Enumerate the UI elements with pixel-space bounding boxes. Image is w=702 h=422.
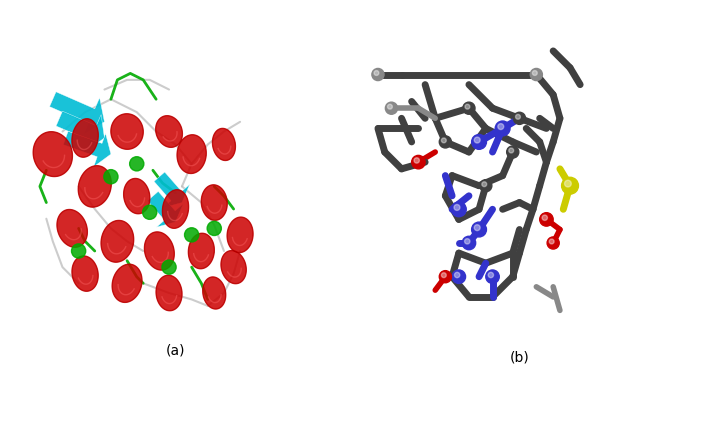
Circle shape (439, 136, 451, 148)
Circle shape (452, 270, 465, 284)
Circle shape (562, 177, 578, 194)
Circle shape (475, 225, 480, 231)
Circle shape (488, 272, 494, 278)
Polygon shape (188, 233, 214, 269)
Circle shape (549, 239, 554, 244)
Polygon shape (162, 190, 189, 228)
Circle shape (475, 137, 480, 143)
Circle shape (532, 70, 537, 76)
Circle shape (414, 158, 419, 163)
Polygon shape (111, 114, 143, 149)
Circle shape (530, 68, 543, 81)
Circle shape (509, 148, 514, 153)
Polygon shape (101, 220, 133, 262)
Circle shape (498, 124, 504, 130)
Circle shape (463, 102, 475, 114)
Circle shape (479, 180, 492, 192)
Circle shape (442, 273, 446, 278)
Circle shape (486, 270, 499, 284)
Circle shape (385, 102, 397, 114)
Polygon shape (156, 275, 182, 311)
Polygon shape (72, 256, 98, 291)
Circle shape (507, 146, 519, 158)
Circle shape (372, 68, 384, 81)
Circle shape (454, 272, 460, 278)
Circle shape (465, 104, 470, 109)
Circle shape (495, 121, 510, 136)
Circle shape (388, 104, 392, 109)
Polygon shape (201, 185, 227, 220)
Circle shape (542, 215, 548, 220)
Circle shape (564, 180, 571, 187)
Circle shape (454, 205, 460, 211)
Polygon shape (221, 251, 246, 284)
Text: (a): (a) (166, 344, 185, 357)
Circle shape (411, 155, 425, 169)
Circle shape (162, 260, 176, 274)
Polygon shape (154, 172, 190, 208)
Polygon shape (63, 131, 111, 167)
Circle shape (482, 182, 486, 187)
Circle shape (540, 213, 553, 226)
Circle shape (72, 244, 86, 258)
Polygon shape (203, 277, 226, 309)
Circle shape (442, 138, 446, 143)
Circle shape (472, 135, 486, 149)
Circle shape (143, 205, 157, 219)
Circle shape (374, 70, 379, 76)
Polygon shape (57, 210, 87, 247)
Circle shape (104, 170, 118, 184)
Circle shape (465, 238, 470, 244)
Circle shape (513, 112, 526, 124)
Polygon shape (124, 179, 150, 214)
Polygon shape (213, 128, 235, 160)
Text: (b): (b) (510, 350, 529, 364)
Circle shape (130, 157, 144, 171)
Circle shape (185, 228, 199, 242)
Circle shape (472, 222, 486, 237)
Polygon shape (156, 116, 183, 147)
Polygon shape (177, 135, 206, 173)
Polygon shape (145, 232, 174, 270)
Circle shape (547, 237, 559, 249)
Polygon shape (112, 264, 142, 303)
Circle shape (439, 271, 451, 283)
Polygon shape (227, 217, 253, 253)
Circle shape (515, 114, 520, 119)
Polygon shape (33, 132, 72, 176)
Circle shape (451, 202, 466, 217)
Circle shape (462, 236, 476, 250)
Polygon shape (72, 119, 98, 157)
Circle shape (207, 221, 221, 235)
Polygon shape (50, 92, 105, 135)
Polygon shape (147, 192, 183, 227)
Polygon shape (78, 166, 112, 207)
Polygon shape (56, 111, 105, 151)
